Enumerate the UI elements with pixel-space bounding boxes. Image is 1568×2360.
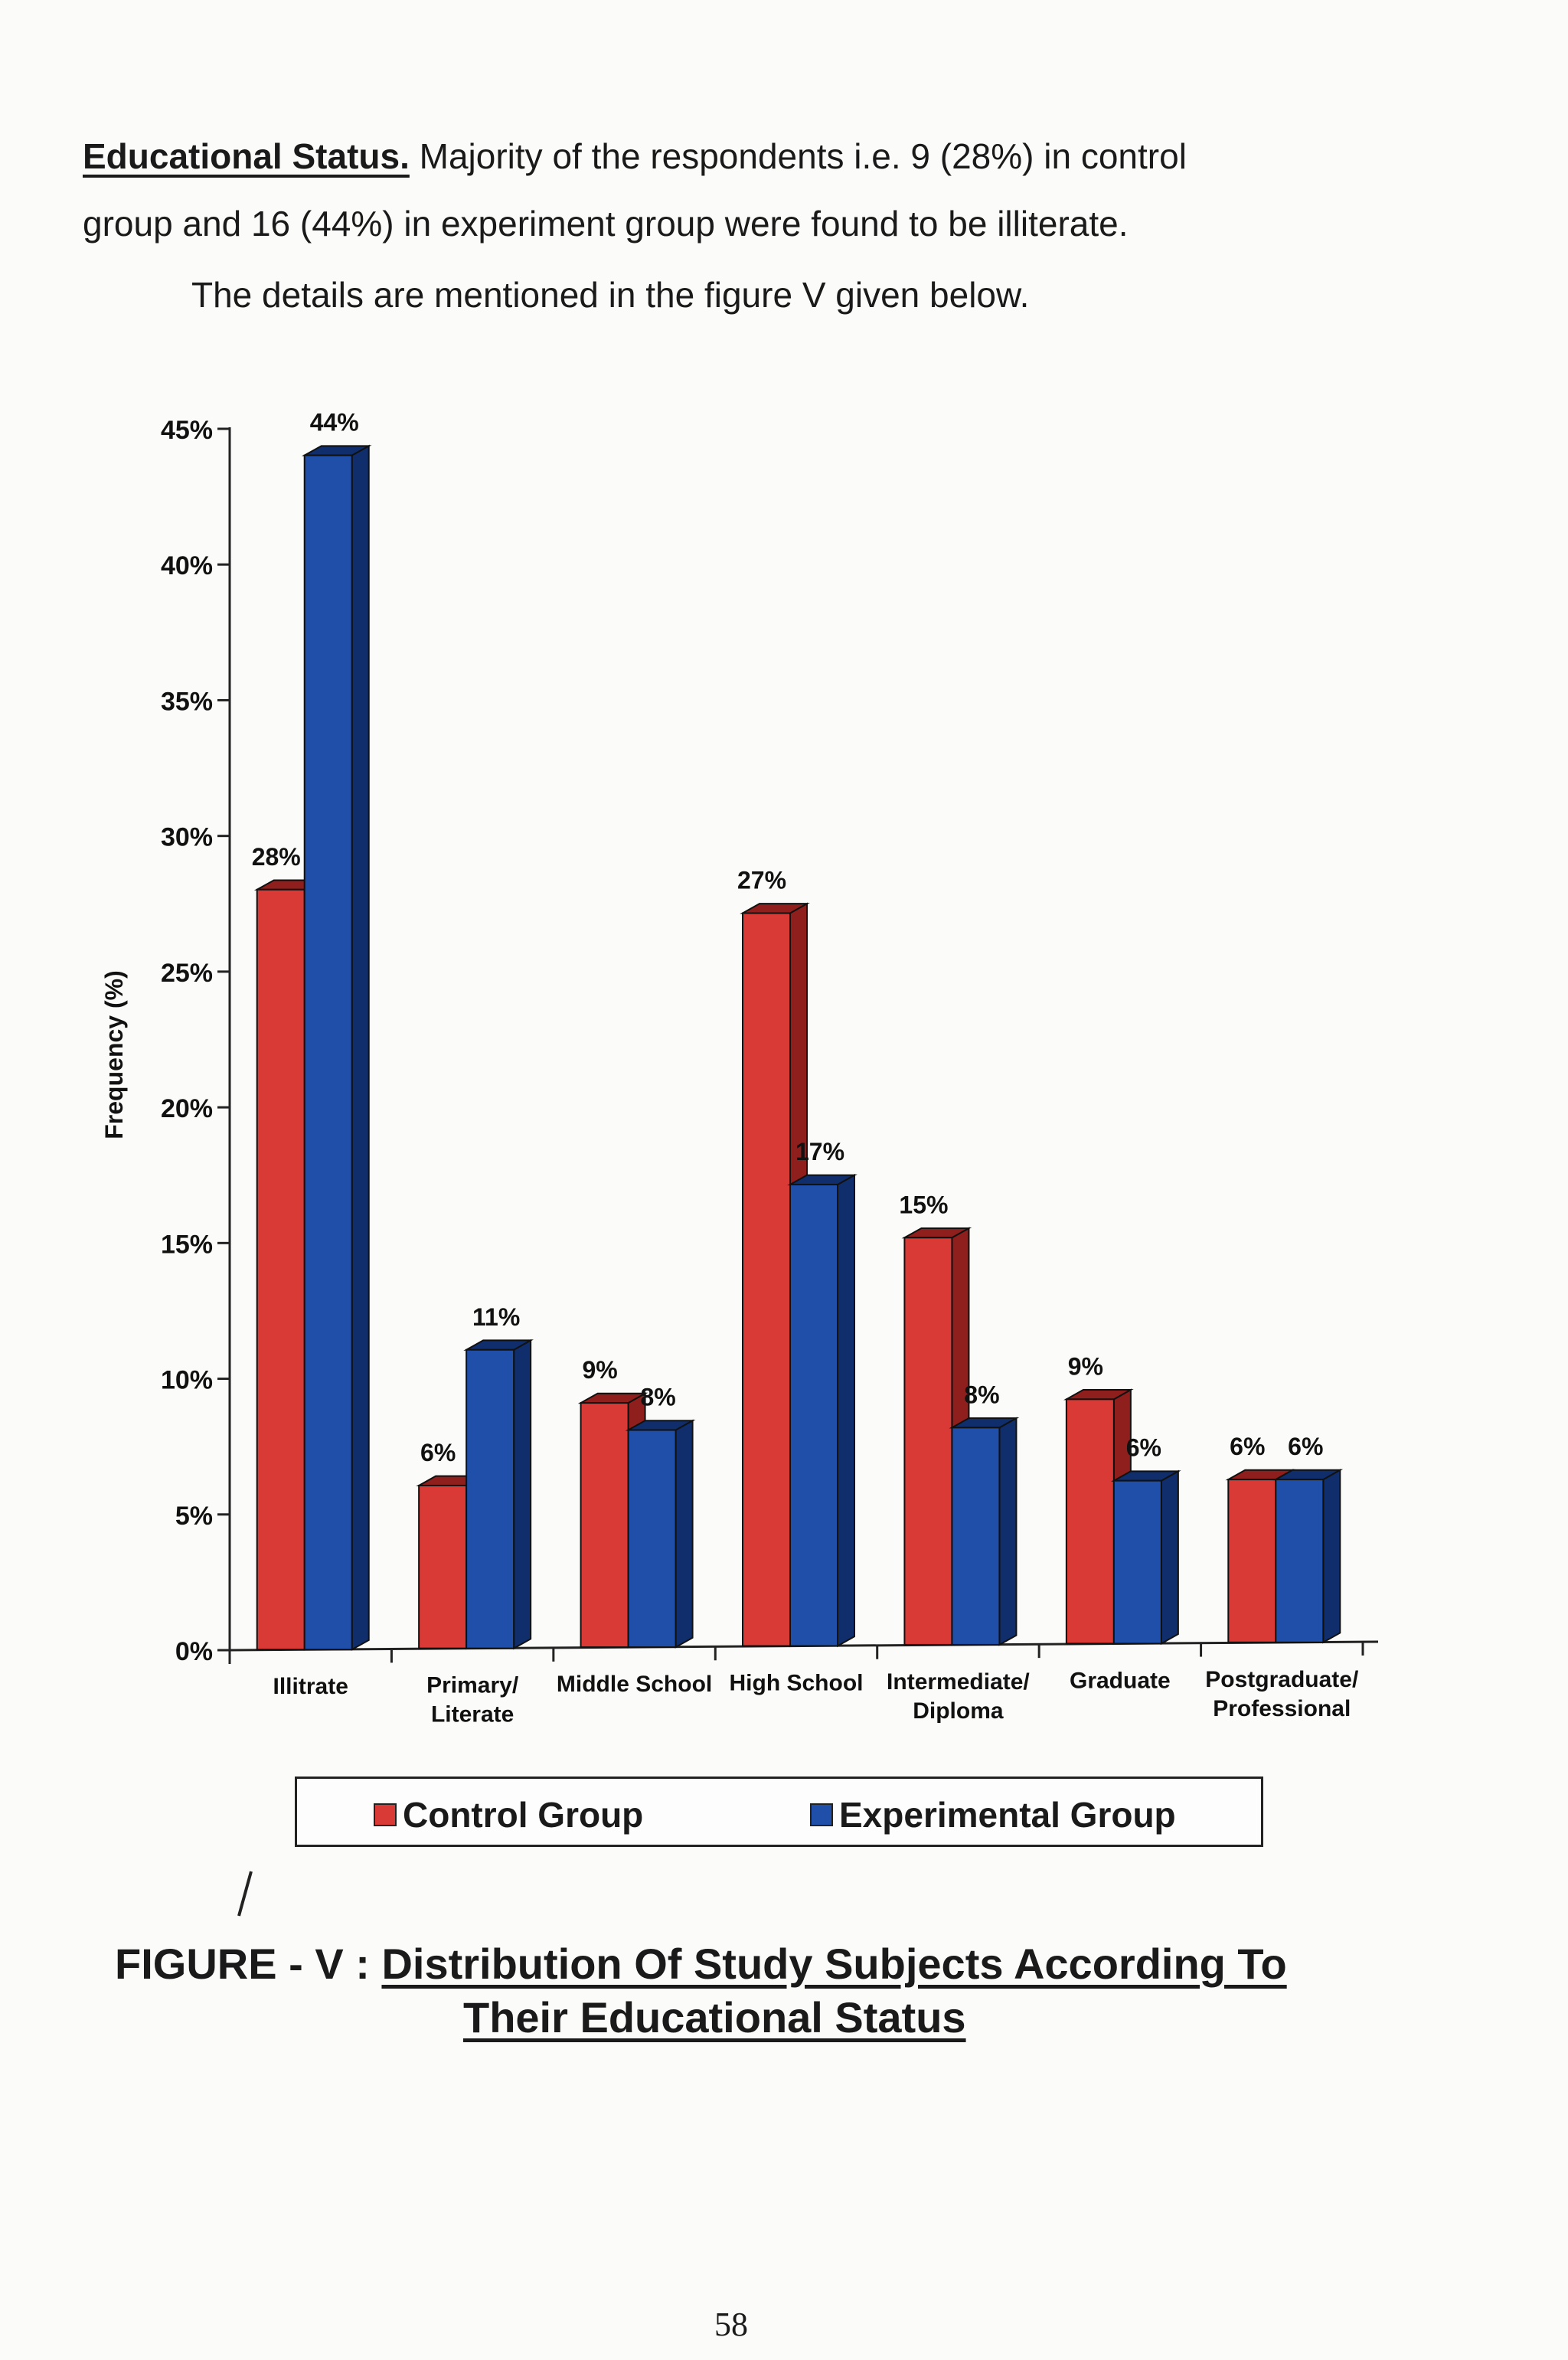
bar-front-face: [951, 1427, 1001, 1646]
data-label-experimental: 6%: [1288, 1433, 1323, 1460]
legend-item-experimental: Experimental Group: [810, 1794, 1176, 1835]
data-label-experimental: 17%: [795, 1138, 844, 1165]
data-label-control: 6%: [420, 1439, 456, 1466]
legend-label-control: Control Group: [403, 1795, 644, 1835]
figure-title-line-2: Their Educational Status: [463, 1993, 966, 2041]
y-tick-label: 45%: [161, 416, 213, 445]
x-category-label: Literate: [431, 1702, 514, 1728]
legend-label-experimental: Experimental Group: [839, 1795, 1176, 1835]
data-label-experimental: 44%: [310, 409, 359, 436]
bar-experimental: [787, 1173, 858, 1648]
bar-experimental: [949, 1417, 1020, 1646]
x-category-label: Intermediate/: [887, 1669, 1030, 1695]
bar-front-face: [466, 1348, 515, 1649]
bar-front-face: [1227, 1479, 1277, 1643]
chart-legend: Control Group Experimental Group: [295, 1777, 1263, 1847]
bar-side-face: [837, 1173, 855, 1648]
legend-swatch-control: [374, 1803, 397, 1826]
x-category-label: Primary/: [426, 1673, 519, 1698]
y-tick-label: 10%: [161, 1366, 213, 1395]
page-number: 58: [714, 2306, 748, 2343]
bar-experimental: [625, 1419, 696, 1649]
section-heading: Educational Status.: [83, 136, 410, 176]
data-label-control: 28%: [252, 843, 301, 871]
figure-title-line-1: Distribution Of Study Subjects According…: [381, 1940, 1287, 1988]
bar-front-face: [418, 1484, 468, 1649]
x-category-label: Illitrate: [273, 1674, 348, 1699]
data-label-experimental: 8%: [640, 1384, 675, 1411]
bar-front-face: [303, 454, 353, 1651]
y-tick-label: 5%: [175, 1502, 213, 1531]
data-label-control: 9%: [582, 1356, 617, 1384]
legend-item-control: Control Group: [374, 1794, 643, 1835]
bar-experimental: [301, 444, 372, 1651]
y-tick-label: 20%: [161, 1094, 213, 1123]
data-label-control: 9%: [1068, 1352, 1103, 1380]
intro-paragraph: Educational Status. Majority of the resp…: [83, 123, 1384, 257]
data-label-experimental: 8%: [964, 1381, 999, 1408]
bar-front-face: [903, 1237, 953, 1646]
bar-side-face: [513, 1339, 532, 1650]
bar-side-face: [351, 444, 370, 1651]
data-label-control: 15%: [899, 1191, 948, 1218]
y-tick-label: 25%: [161, 959, 213, 988]
pen-mark: [237, 1871, 253, 1917]
bar-chart: Frequency (%) 0% 5% 10% 15% 20% 25% 30% 35% 40% 4…: [100, 409, 1379, 1728]
y-tick-label: 35%: [161, 687, 213, 716]
x-category-label: Professional: [1213, 1696, 1351, 1721]
bar-experimental: [1111, 1469, 1181, 1646]
y-tick-label: 0%: [175, 1637, 213, 1666]
bar-control: [901, 1227, 972, 1646]
bar-side-face: [675, 1419, 694, 1649]
paragraph-line-2: group and 16 (44%) in experiment group w…: [83, 204, 1129, 244]
x-category-label: Diploma: [913, 1698, 1004, 1724]
bar-front-face: [742, 912, 791, 1647]
bar-side-face: [1160, 1469, 1179, 1646]
bar-experimental: [463, 1339, 534, 1650]
paragraph-line-1: Majority of the respondents i.e. 9 (28%)…: [419, 136, 1187, 176]
data-label-control: 27%: [737, 867, 786, 894]
bar-side-face: [998, 1417, 1018, 1646]
bar-front-face: [627, 1429, 677, 1649]
paragraph-line-3: The details are mentioned in the figure …: [191, 275, 1030, 315]
bar-front-face: [1275, 1479, 1325, 1643]
x-category-label: Postgraduate/: [1205, 1667, 1359, 1692]
figure-label: FIGURE - V :: [115, 1940, 370, 1988]
data-label-experimental: 11%: [472, 1303, 520, 1331]
figure-caption: FIGURE - V : Distribution Of Study Subje…: [115, 1937, 1416, 2045]
data-label-control: 6%: [1230, 1433, 1265, 1460]
y-tick-label: 15%: [161, 1230, 213, 1259]
y-tick-label: 30%: [161, 823, 213, 852]
data-label-experimental: 6%: [1126, 1434, 1161, 1462]
bar-front-face: [1112, 1479, 1162, 1645]
bar-side-face: [1322, 1469, 1341, 1644]
bar-front-face: [1065, 1398, 1115, 1645]
legend-swatch-experimental: [810, 1803, 833, 1826]
bar-front-face: [789, 1183, 838, 1647]
bar-front-face: [580, 1402, 629, 1649]
y-tick-label: 40%: [161, 551, 213, 580]
bar-front-face: [256, 888, 305, 1651]
bar-experimental: [1272, 1469, 1344, 1644]
x-category-label: Middle School: [557, 1672, 712, 1697]
x-category-label: Graduate: [1070, 1668, 1171, 1693]
x-category-label: High School: [730, 1671, 864, 1696]
y-axis-title: Frequency (%): [100, 970, 128, 1139]
